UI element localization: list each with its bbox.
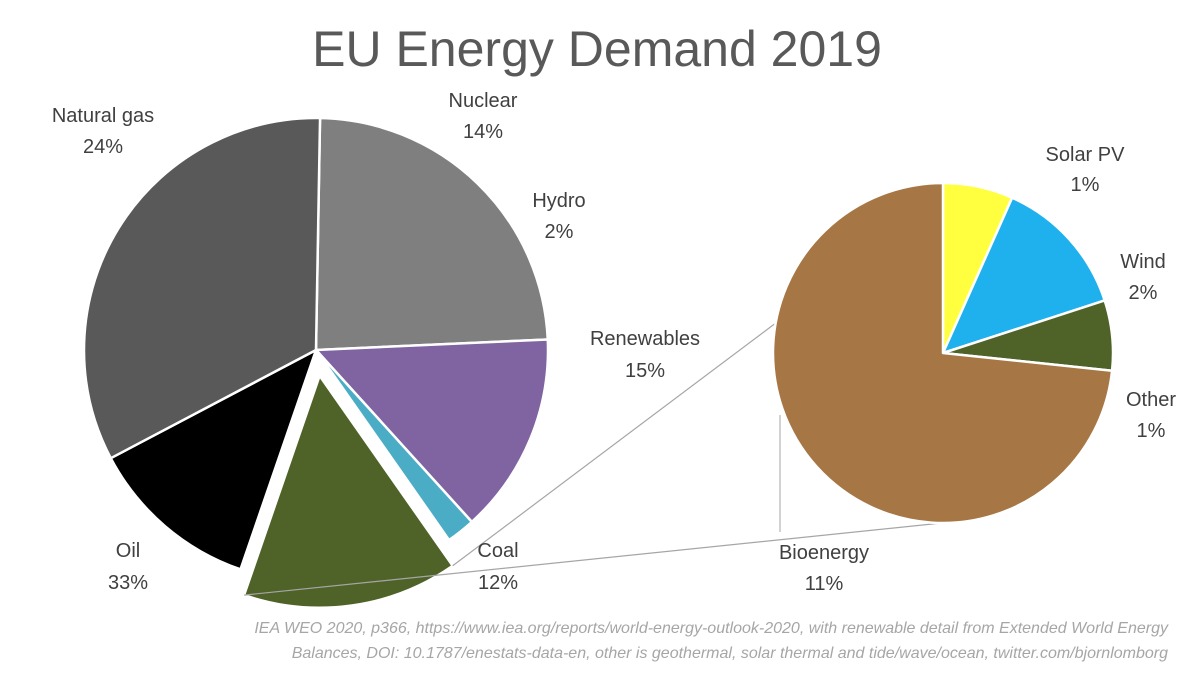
source-note-line2: Balances, DOI: 10.1787/enestats-data-en,…	[292, 645, 1168, 662]
label-renewables: Renewables	[590, 328, 700, 350]
main-slice-renewables	[242, 374, 454, 609]
main-slice-nuclear	[314, 338, 550, 524]
main-slice-oil	[82, 116, 322, 460]
label-wind: Wind	[1120, 251, 1166, 273]
value-hydro: 2%	[545, 221, 574, 243]
source-note-line1: IEA WEO 2020, p366, https://www.iea.org/…	[254, 620, 1169, 637]
renewables-detail-pie	[771, 181, 1115, 525]
value-coal: 12%	[478, 572, 518, 594]
label-solar-pv: Solar PV	[1046, 144, 1126, 166]
main-slice-natural-gas	[314, 116, 550, 352]
value-natural-gas: 24%	[83, 136, 123, 158]
value-renewables: 15%	[625, 360, 665, 382]
value-bioenergy: 11%	[805, 573, 844, 595]
connector-line-bottom	[244, 522, 943, 596]
label-nuclear: Nuclear	[449, 90, 518, 112]
main-slice-hydro	[314, 348, 474, 542]
label-natural-gas: Natural gas	[52, 105, 154, 127]
main-pie	[82, 116, 550, 609]
label-hydro: Hydro	[532, 190, 585, 212]
detail-slice-wind	[941, 196, 1106, 355]
label-oil: Oil	[116, 540, 140, 562]
value-other: 1%	[1137, 420, 1166, 442]
value-oil: 33%	[108, 572, 148, 594]
value-wind: 2%	[1129, 282, 1158, 304]
main-slice-coal	[109, 348, 318, 571]
label-coal: Coal	[477, 540, 518, 562]
detail-slice-bioenergy	[771, 181, 1114, 525]
label-bioenergy: Bioenergy	[779, 542, 869, 564]
value-nuclear: 14%	[463, 121, 503, 143]
chart-title: EU Energy Demand 2019	[312, 21, 882, 77]
label-other: Other	[1126, 389, 1176, 411]
value-solar-pv: 1%	[1071, 174, 1100, 196]
